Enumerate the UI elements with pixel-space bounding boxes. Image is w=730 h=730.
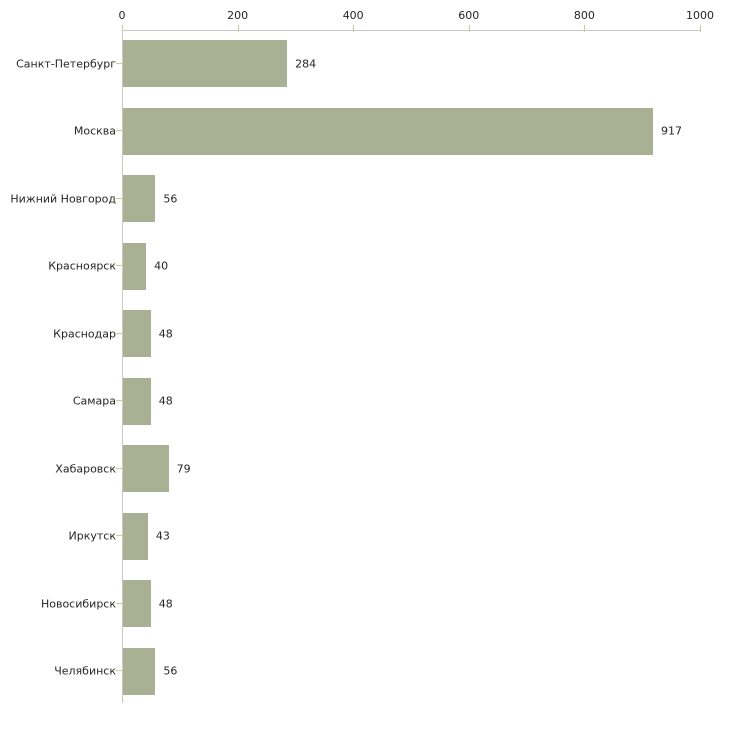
category-tick-mark: [116, 265, 124, 267]
bar-row: Красноярск 40: [0, 233, 730, 301]
bar: [123, 175, 156, 223]
x-tick-label: 0: [118, 9, 126, 22]
bar: [123, 107, 654, 155]
bar-row: Хабаровск 79: [0, 435, 730, 503]
category-label: Нижний Новгород: [10, 192, 116, 206]
x-tick-label: 600: [458, 9, 480, 22]
category-label: Иркутск: [68, 529, 116, 543]
y-axis-line: [122, 30, 123, 703]
x-axis-line: [122, 30, 700, 31]
category-tick-mark: [116, 670, 124, 672]
x-tick-mark: [468, 25, 470, 32]
bar: [123, 310, 151, 358]
bar-row: Нижний Новгород 56: [0, 165, 730, 233]
bar: [123, 377, 151, 425]
category-label: Самара: [72, 394, 116, 408]
category-label: Красноярск: [48, 259, 116, 273]
category-tick-mark: [116, 535, 124, 537]
bar: [123, 242, 147, 290]
bar-row: Иркутск 43: [0, 503, 730, 571]
bar-row: Челябинск 56: [0, 638, 730, 706]
bar-row: Самара 48: [0, 368, 730, 436]
category-tick-mark: [116, 332, 124, 334]
value-label: 48: [158, 597, 173, 611]
value-label: 48: [158, 327, 173, 341]
category-tick-mark: [116, 62, 124, 64]
x-tick-mark: [237, 25, 239, 32]
category-label: Санкт-Петербург: [16, 57, 116, 71]
bar: [123, 647, 156, 695]
bar: [123, 512, 148, 560]
value-label: 48: [158, 394, 173, 408]
category-label: Новосибирск: [40, 597, 116, 611]
x-tick-mark: [122, 25, 123, 32]
category-tick-mark: [116, 400, 124, 402]
category-tick-mark: [116, 602, 124, 604]
value-label: 40: [154, 259, 169, 273]
value-label: 56: [163, 664, 178, 678]
value-label: 79: [176, 462, 191, 476]
x-tick-mark: [700, 25, 701, 32]
bar-row: Санкт-Петербург 284: [0, 30, 730, 98]
bar-row: Краснодар 48: [0, 300, 730, 368]
x-tick-label: 800: [573, 9, 595, 22]
category-tick-mark: [116, 130, 124, 132]
category-label: Москва: [73, 124, 116, 138]
value-label: 284: [295, 57, 317, 71]
bar-row: Новосибирск 48: [0, 570, 730, 638]
x-tick-label: 200: [227, 9, 249, 22]
category-label: Хабаровск: [55, 462, 116, 476]
value-label: 56: [163, 192, 178, 206]
value-label: 917: [661, 124, 683, 138]
bar: [123, 445, 169, 493]
bar-row: Москва 917: [0, 98, 730, 166]
x-tick-mark: [353, 25, 355, 32]
category-label: Челябинск: [54, 664, 116, 678]
value-label: 43: [155, 529, 170, 543]
x-tick-mark: [584, 25, 586, 32]
bar: [123, 40, 288, 88]
category-label: Краснодар: [53, 327, 116, 341]
category-tick-mark: [116, 197, 124, 199]
x-tick-label: 400: [342, 9, 364, 22]
bar: [123, 580, 151, 628]
x-tick-label: 1000: [686, 9, 714, 22]
category-tick-mark: [116, 467, 124, 469]
